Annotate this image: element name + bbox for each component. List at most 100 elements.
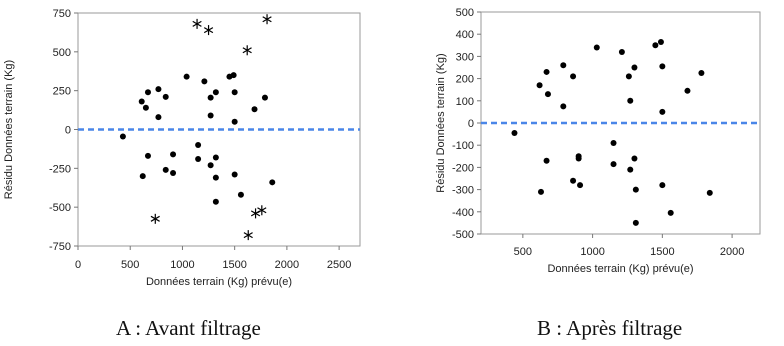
data-point xyxy=(659,182,666,189)
y-tick-label: 0 xyxy=(468,118,474,130)
data-point xyxy=(251,106,258,113)
chart-b-caption: B : Après filtrage xyxy=(537,316,683,340)
y-tick-label: 100 xyxy=(456,96,474,108)
y-tick-label: -500 xyxy=(452,229,474,241)
y-axis-title: Résidu Données terrain (Kg) xyxy=(435,53,447,192)
data-point xyxy=(155,114,162,121)
data-point xyxy=(625,73,632,80)
data-point xyxy=(631,155,638,162)
data-point xyxy=(536,82,543,89)
x-tick-label: 2500 xyxy=(327,259,351,271)
y-tick-label: -100 xyxy=(452,140,474,152)
data-point xyxy=(269,179,276,186)
data-point xyxy=(560,62,567,69)
data-point xyxy=(212,154,219,161)
data-point xyxy=(212,174,219,181)
outlier-point xyxy=(250,208,261,219)
chart-a-caption: A : Avant filtrage xyxy=(116,316,261,340)
x-tick-label: 1000 xyxy=(580,246,604,258)
data-point xyxy=(610,139,617,146)
outlier-point xyxy=(150,213,160,224)
data-point xyxy=(201,78,208,85)
data-point xyxy=(657,38,664,45)
data-point xyxy=(207,162,214,169)
data-point xyxy=(207,94,214,101)
data-point xyxy=(511,129,518,136)
data-point xyxy=(659,108,666,115)
data-point xyxy=(170,169,177,176)
data-point xyxy=(162,166,169,173)
data-point xyxy=(706,189,713,196)
data-point xyxy=(632,219,639,226)
data-point xyxy=(230,72,237,79)
x-tick-label: 500 xyxy=(514,246,532,258)
x-tick-label: 2000 xyxy=(720,246,744,258)
y-tick-label: -250 xyxy=(49,163,71,175)
data-point xyxy=(170,151,177,158)
data-point xyxy=(155,86,162,93)
y-tick-label: -500 xyxy=(49,202,71,214)
data-point xyxy=(627,166,634,173)
y-tick-label: 500 xyxy=(456,7,474,19)
x-tick-label: 2000 xyxy=(275,259,299,271)
data-point xyxy=(618,48,625,55)
y-tick-label: 250 xyxy=(53,86,71,98)
data-point xyxy=(144,152,151,159)
data-point xyxy=(667,209,674,216)
outlier-point xyxy=(192,18,202,29)
data-point xyxy=(537,188,544,195)
data-point xyxy=(631,64,638,71)
data-point xyxy=(212,198,219,205)
data-point xyxy=(144,89,151,96)
data-point xyxy=(570,73,577,80)
x-tick-label: 1500 xyxy=(222,259,246,271)
data-point xyxy=(543,68,550,75)
x-axis-title: Données terrain (Kg) prévu(e) xyxy=(146,276,292,288)
y-tick-label: 500 xyxy=(53,47,71,59)
y-tick-label: 300 xyxy=(456,51,474,63)
data-point xyxy=(231,171,238,178)
data-point xyxy=(195,142,202,149)
data-point xyxy=(543,157,550,164)
x-axis-title: Données terrain (Kg) prévu(e) xyxy=(547,263,693,275)
data-point xyxy=(261,94,268,101)
data-point xyxy=(138,98,145,105)
data-point xyxy=(659,63,666,70)
y-tick-label: 0 xyxy=(65,125,71,137)
data-point xyxy=(139,173,146,180)
outlier-point xyxy=(203,25,214,36)
data-point xyxy=(231,89,238,96)
y-tick-label: -300 xyxy=(452,185,474,197)
data-point xyxy=(237,191,244,198)
y-tick-label: -750 xyxy=(49,241,71,253)
x-tick-label: 0 xyxy=(75,259,81,271)
data-point xyxy=(593,44,600,51)
y-tick-label: 750 xyxy=(53,8,71,20)
data-point xyxy=(207,112,214,119)
x-tick-label: 500 xyxy=(121,259,139,271)
outlier-point xyxy=(257,205,267,216)
y-tick-label: 200 xyxy=(456,74,474,86)
data-point xyxy=(627,97,634,104)
data-point xyxy=(195,156,202,163)
chart-1: 500 1000 1500 20005004003002001000-100-200-… xyxy=(435,7,761,275)
data-point xyxy=(119,133,126,140)
data-point xyxy=(142,104,149,111)
data-point xyxy=(183,73,190,80)
data-point xyxy=(544,91,551,98)
y-tick-label: -400 xyxy=(452,207,474,219)
data-point xyxy=(231,118,238,125)
data-point xyxy=(162,93,169,100)
data-point xyxy=(212,89,219,96)
data-point xyxy=(698,70,705,77)
outlier-point xyxy=(242,45,252,56)
data-point xyxy=(577,182,584,189)
x-tick-label: 1500 xyxy=(650,246,674,258)
x-tick-label: 1000 xyxy=(170,259,194,271)
data-point xyxy=(652,42,659,49)
outlier-point xyxy=(243,230,253,241)
outlier-point xyxy=(262,14,272,25)
data-point xyxy=(560,103,567,110)
data-point xyxy=(684,87,691,94)
data-point xyxy=(610,161,617,168)
